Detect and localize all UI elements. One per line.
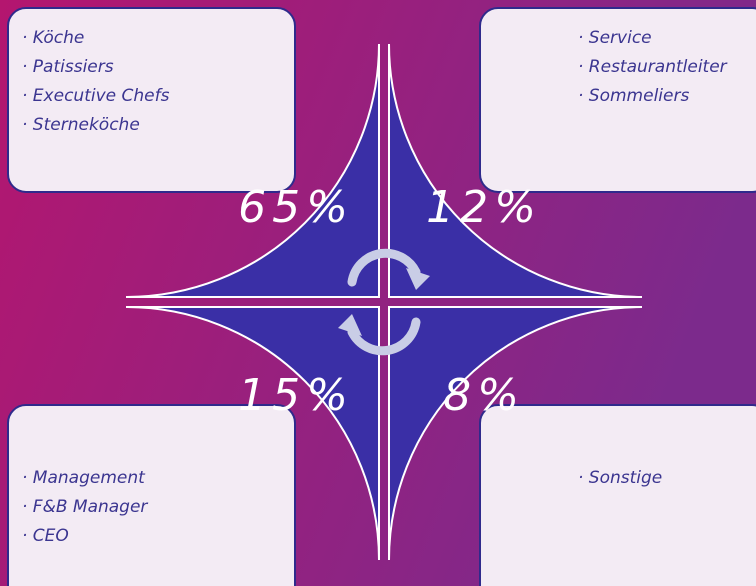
list-item: · Management <box>22 468 146 488</box>
arrow-bottom <box>347 317 421 356</box>
arrowhead <box>406 268 430 290</box>
arrow-top <box>347 248 421 287</box>
list-item: · Sterneköche <box>22 115 140 135</box>
text-box <box>7 404 296 586</box>
arrowhead <box>338 314 362 336</box>
quadrant <box>125 306 380 561</box>
list-item: · Köche <box>22 28 84 48</box>
quadrant <box>388 306 643 561</box>
list-item: · Sonstige <box>578 468 662 488</box>
text-box <box>479 7 756 193</box>
percentage: 65% <box>238 182 354 233</box>
quadrant <box>125 43 380 298</box>
quadrant <box>388 43 643 298</box>
percentage: 12% <box>426 182 542 233</box>
percentage: 15% <box>238 370 354 421</box>
list-item: · Service <box>578 28 652 48</box>
list-item: · Patissiers <box>22 57 114 77</box>
list-item: · F&B Manager <box>22 497 148 517</box>
text-box <box>479 404 756 586</box>
list-item: · CEO <box>22 526 69 546</box>
percentage: 8% <box>443 370 525 421</box>
list-item: · Restaurantleiter <box>578 57 728 77</box>
list-item: · Sommeliers <box>578 86 689 106</box>
list-item: · Executive Chefs <box>22 86 170 106</box>
text-box <box>7 7 296 193</box>
cycle-arrows <box>338 248 430 356</box>
